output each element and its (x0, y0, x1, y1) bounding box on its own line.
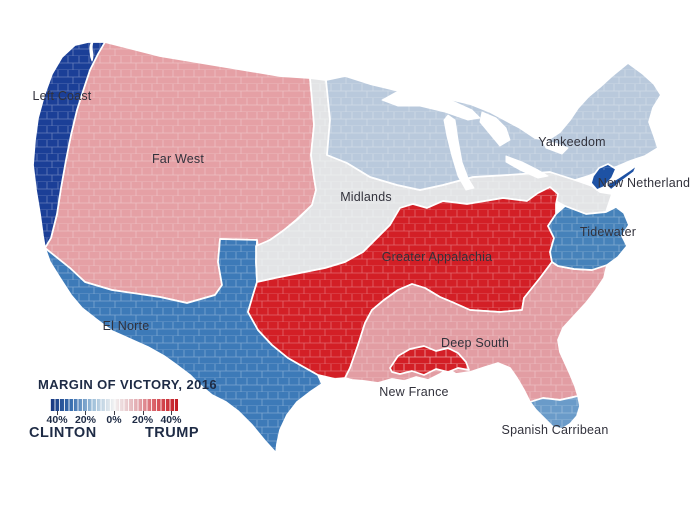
region-label-far-west: Far West (152, 152, 204, 166)
region-label-deep-south: Deep South (441, 336, 509, 350)
county-texture (33, 42, 661, 453)
region-label-greater-appalachia: Greater Appalachia (382, 250, 493, 264)
lake-michigan-shape (443, 114, 475, 191)
lake-superior-shape (381, 89, 481, 121)
lake-ontario-shape (541, 139, 569, 155)
region-label-new-netherland: New Netherland (598, 176, 690, 190)
region-label-el-norte: El Norte (103, 319, 150, 333)
region-label-spanish-carribean: Spanish Carribean (502, 423, 609, 437)
puget-sound-shape (89, 41, 94, 62)
region-label-new-france: New France (379, 385, 448, 399)
region-label-yankeedom: Yankeedom (538, 135, 606, 149)
region-label-midlands: Midlands (340, 190, 392, 204)
region-label-tidewater: Tidewater (580, 225, 636, 239)
region-label-left-coast: Left Coast (33, 89, 92, 103)
lake-huron-shape (479, 111, 511, 147)
lake-erie-shape (505, 155, 549, 179)
